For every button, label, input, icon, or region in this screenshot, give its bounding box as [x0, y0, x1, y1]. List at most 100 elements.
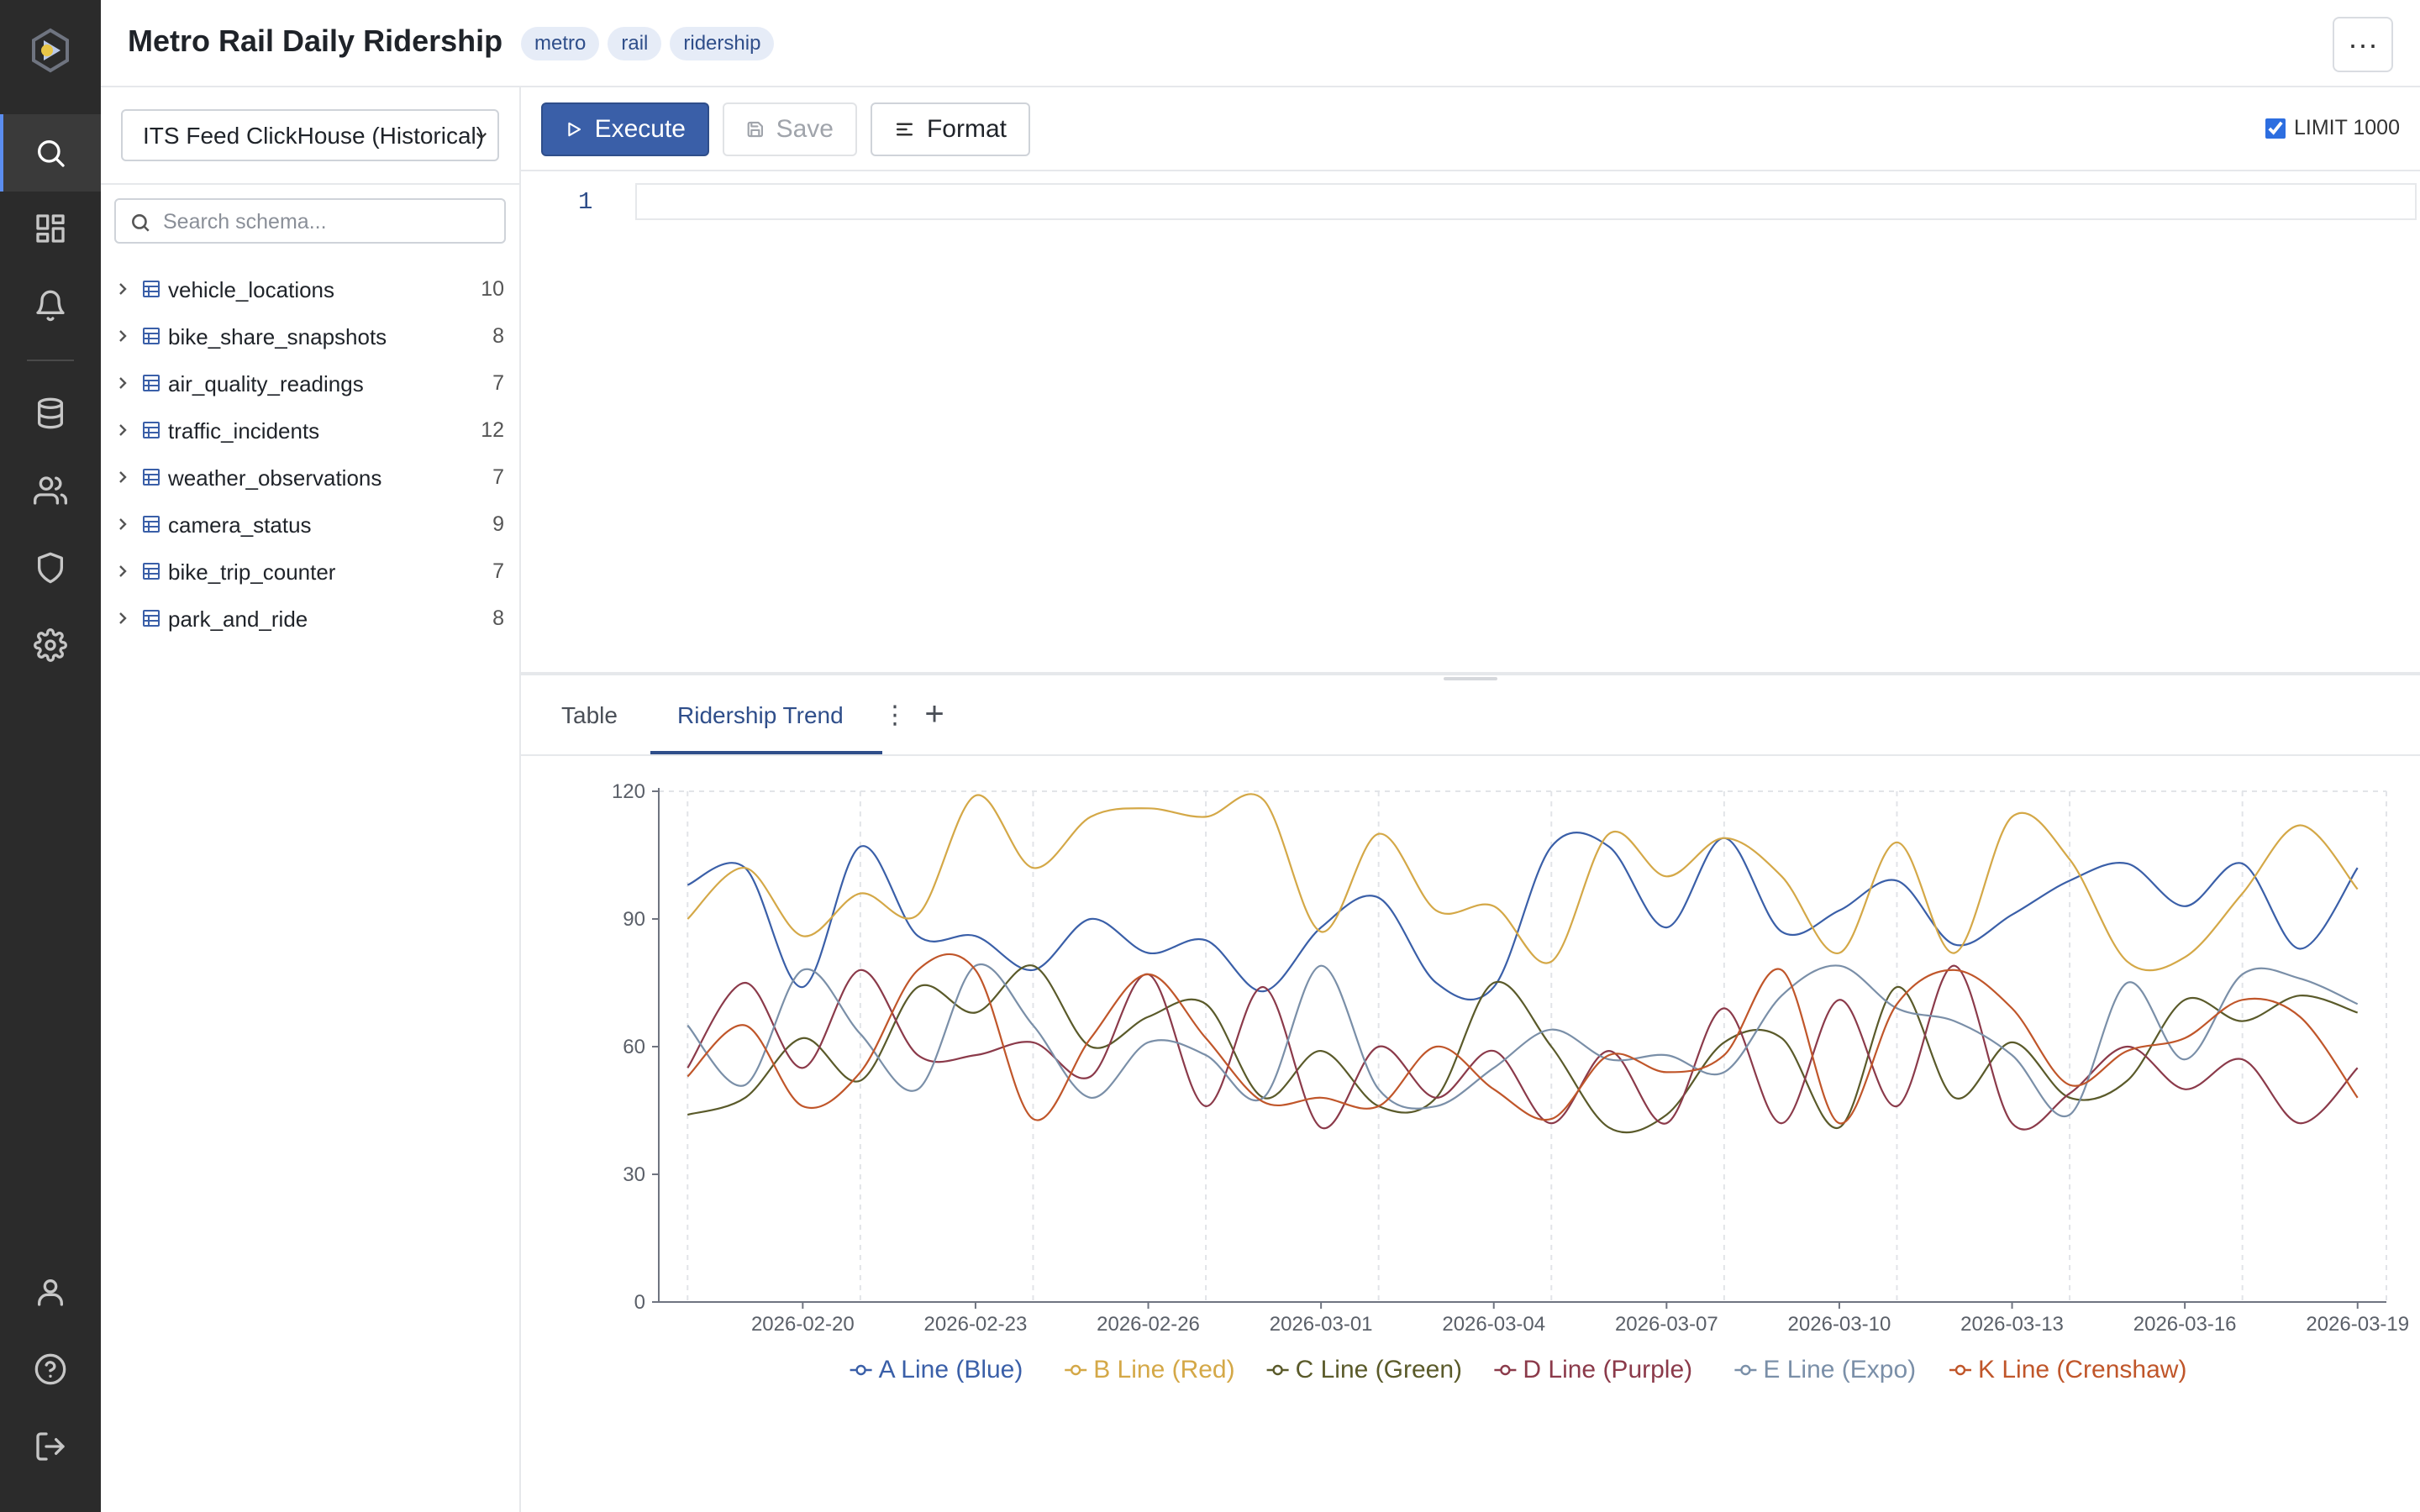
nav-logout[interactable]	[0, 1408, 101, 1485]
shield-icon	[38, 552, 64, 584]
database-select[interactable]: ITS Feed ClickHouse (Historical)	[121, 109, 499, 161]
table-icon	[143, 328, 160, 344]
legend-entry: E Line (Expo)	[1763, 1356, 1916, 1383]
nav-help[interactable]	[0, 1331, 101, 1408]
tab-table[interactable]: Table	[561, 702, 618, 728]
add-tab-button[interactable]: +	[924, 696, 944, 732]
column-count: 7	[492, 559, 504, 583]
legend-marker-dot	[1500, 1364, 1511, 1376]
nav-users[interactable]	[0, 452, 101, 529]
x-tick-label: 2026-03-07	[1615, 1313, 1718, 1336]
save-label: Save	[776, 115, 834, 143]
nav-settings[interactable]	[0, 606, 101, 684]
divider	[101, 183, 521, 185]
execute-button[interactable]: Execute	[541, 102, 709, 156]
series-line	[687, 953, 2359, 1125]
column-count: 12	[481, 418, 504, 442]
table-name: bike_share_snapshots	[168, 324, 387, 349]
x-tick-label: 2026-03-13	[1960, 1313, 2064, 1336]
x-tick-label: 2026-03-16	[2133, 1313, 2237, 1336]
save-icon	[747, 121, 763, 138]
legend-marker-dot	[1071, 1364, 1081, 1376]
chevron-right-icon[interactable]	[116, 281, 129, 297]
page-header: Metro Rail Daily Ridership metro rail ri…	[101, 0, 2420, 87]
format-button[interactable]: Format	[871, 102, 1030, 156]
nav-databases[interactable]	[0, 375, 101, 452]
legend-entry: K Line (Crenshaw)	[1978, 1356, 2186, 1383]
series-line	[687, 964, 2359, 1131]
table-icon	[143, 563, 160, 580]
schema-table-row[interactable]: vehicle_locations 10	[101, 265, 521, 312]
y-tick-label: 120	[612, 780, 645, 803]
legend-entry: B Line (Red)	[1093, 1356, 1234, 1383]
gear-icon	[34, 628, 67, 662]
active-line[interactable]	[635, 183, 2417, 220]
y-tick-label: 30	[623, 1163, 645, 1186]
column-count: 10	[481, 277, 504, 301]
editor-toolbar: Execute Save Format LIMIT 1000	[521, 87, 2420, 171]
tag-badge[interactable]: rail	[608, 27, 662, 60]
bell-icon	[36, 290, 65, 322]
app-logo[interactable]	[25, 25, 76, 76]
legend-marker-dot	[1954, 1364, 1966, 1376]
line-number: 1	[578, 188, 593, 216]
users-icon	[34, 476, 67, 505]
nav-profile[interactable]	[0, 1253, 101, 1331]
chevron-right-icon[interactable]	[116, 517, 129, 532]
table-name: weather_observations	[168, 465, 382, 491]
play-icon	[568, 122, 581, 137]
chevron-right-icon[interactable]	[116, 375, 129, 391]
ridership-chart: 0 30 60 90 120 2026-02-20 2026-02-23 2026-02-26…	[521, 756, 2420, 1512]
table-icon	[143, 422, 160, 438]
chevron-down-icon	[476, 132, 487, 139]
nav-dashboards[interactable]	[0, 190, 101, 267]
schema-table-row[interactable]: park_and_ride 8	[101, 595, 521, 642]
nav-search[interactable]	[0, 114, 101, 192]
more-options-button[interactable]: ···	[2333, 17, 2393, 72]
schema-table-row[interactable]: weather_observations 7	[101, 454, 521, 501]
schema-table-row[interactable]: traffic_incidents 12	[101, 407, 521, 454]
tag-badge[interactable]: ridership	[670, 27, 775, 60]
nav-alerts[interactable]	[0, 267, 101, 344]
schema-table-row[interactable]: bike_share_snapshots 8	[101, 312, 521, 360]
nav-security[interactable]	[0, 529, 101, 606]
results-tabs: Table Ridership Trend ⋮ +	[521, 675, 2420, 756]
nav-rail	[0, 0, 101, 1512]
chevron-right-icon[interactable]	[116, 611, 129, 626]
limit-toggle[interactable]: LIMIT 1000	[2265, 116, 2400, 140]
limit-checkbox[interactable]	[2265, 118, 2286, 139]
legend-entry: D Line (Purple)	[1523, 1356, 1692, 1383]
table-list: vehicle_locations 10 bike_share_snapshots 8…	[101, 265, 521, 642]
nav-divider	[27, 360, 74, 361]
chevron-right-icon[interactable]	[116, 470, 129, 485]
schema-table-row[interactable]: camera_status 9	[101, 501, 521, 548]
chevron-right-icon[interactable]	[116, 564, 129, 579]
schema-table-row[interactable]: air_quality_readings 7	[101, 360, 521, 407]
column-count: 9	[492, 512, 504, 536]
help-icon	[34, 1353, 66, 1385]
schema-search-input[interactable]	[163, 207, 491, 237]
search-icon	[132, 214, 150, 232]
chevron-right-icon[interactable]	[116, 423, 129, 438]
x-tick-label: 2026-02-20	[751, 1313, 855, 1336]
sql-editor[interactable]: 1	[521, 171, 2420, 672]
save-button[interactable]: Save	[723, 102, 857, 156]
resize-handle[interactable]	[1444, 677, 1497, 680]
tab-ridership-trend[interactable]: Ridership Trend	[677, 702, 844, 728]
table-name: traffic_incidents	[168, 418, 320, 444]
legend-marker-dot	[1272, 1364, 1283, 1376]
database-icon	[38, 397, 64, 429]
tag-badge[interactable]: metro	[521, 27, 600, 60]
series-line	[687, 964, 2359, 1134]
x-tick-label: 2026-03-19	[2306, 1313, 2409, 1336]
chevron-right-icon[interactable]	[116, 328, 129, 344]
schema-table-row[interactable]: bike_trip_counter 7	[101, 548, 521, 595]
logout-icon	[36, 1432, 65, 1461]
column-count: 8	[492, 324, 504, 348]
legend-entry: A Line (Blue)	[879, 1356, 1023, 1383]
schema-search	[114, 198, 506, 244]
table-icon	[143, 375, 160, 391]
tab-menu-icon[interactable]: ⋮	[882, 701, 908, 729]
panel-resizer[interactable]	[521, 672, 2420, 675]
